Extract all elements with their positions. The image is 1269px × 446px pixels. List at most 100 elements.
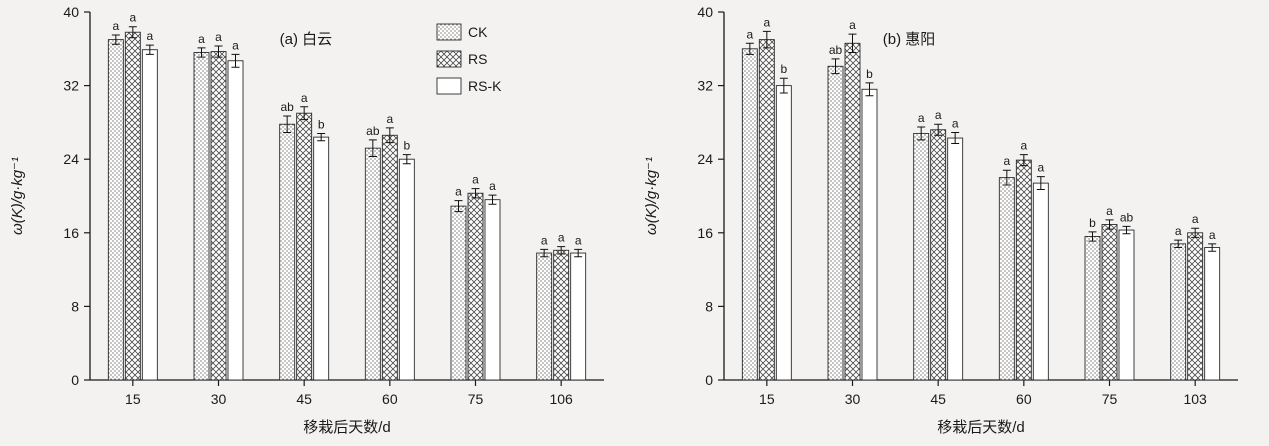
bar-RS-K-75 (484, 199, 501, 381)
y-tick-label: 16 (697, 225, 713, 241)
error-bar (231, 53, 240, 68)
x-tick-label: 15 (125, 391, 141, 407)
sig-letter: a (918, 111, 925, 125)
y-tick-label: 8 (71, 298, 79, 314)
x-tick-label: 75 (1102, 391, 1118, 407)
bar-CK-15 (741, 48, 758, 381)
bar-CK-106 (536, 252, 553, 381)
sig-letter: a (112, 19, 119, 33)
x-tick-label: 60 (382, 391, 398, 407)
error-bar (951, 132, 960, 145)
y-tick-label: 0 (705, 372, 713, 388)
error-bar (1105, 219, 1114, 230)
error-bar (1019, 154, 1028, 167)
panel-a: 0 8 16 24 32 40 15 a a a 30 a a a 45 ab a b 60 ab a b 75 a a a 106… (0, 0, 634, 446)
bar-CK-60 (364, 147, 381, 381)
y-tick-label: 24 (63, 151, 79, 167)
x-tick-label: 60 (1016, 391, 1032, 407)
error-bar (1174, 239, 1183, 249)
sig-letter: a (146, 29, 153, 43)
sig-letter: a (1003, 154, 1010, 168)
error-bar (848, 33, 857, 53)
bar-CK-30 (827, 65, 844, 381)
y-axis-label: ω(K)/g·kg⁻¹ (643, 157, 660, 235)
sig-letter: a (1192, 212, 1199, 226)
sig-letter: a (1209, 228, 1216, 242)
sig-letter: a (1106, 204, 1113, 218)
sig-letter: a (215, 30, 222, 44)
y-tick-label: 0 (71, 372, 79, 388)
bar-RS-75 (1101, 224, 1118, 381)
sig-letter: ab (366, 124, 380, 138)
x-axis-label: 移栽后天数/d (937, 419, 1025, 436)
bar-RS-K-30 (227, 60, 244, 381)
bar-CK-60 (998, 177, 1015, 381)
x-tick-label: 75 (468, 391, 484, 407)
legend-label: CK (468, 24, 488, 40)
sig-letter: a (129, 11, 136, 25)
error-bar (471, 188, 480, 199)
legend-swatch-RS-K (436, 77, 462, 95)
bar-RS-K-15 (775, 85, 792, 381)
error-bar (865, 82, 874, 97)
error-bar (1002, 169, 1011, 186)
sig-letter: a (455, 185, 462, 199)
x-axis-label: 移栽后天数/d (303, 419, 391, 436)
sig-letter: b (1089, 216, 1096, 230)
sig-letter: a (952, 117, 959, 131)
sig-letter: a (541, 233, 548, 247)
bar-RS-15 (758, 39, 775, 381)
y-axis-label: ω(K)/g·kg⁻¹ (9, 157, 26, 235)
error-bar (402, 154, 411, 165)
error-bar (745, 42, 754, 55)
sig-letter: a (489, 179, 496, 193)
bar-RS-K-45 (947, 137, 964, 381)
sig-letter: a (386, 112, 393, 126)
y-tick-label: 24 (697, 151, 713, 167)
sig-letter: a (198, 32, 205, 46)
sig-letter: ab (829, 43, 843, 57)
error-bar (488, 194, 497, 205)
bar-RS-106 (553, 249, 570, 381)
error-bar (540, 248, 549, 258)
sig-letter: a (232, 38, 239, 52)
x-tick-label: 45 (296, 391, 312, 407)
sig-letter: ab (280, 100, 294, 114)
error-bar (1191, 227, 1200, 238)
error-bar (831, 58, 840, 75)
sig-letter: a (1175, 224, 1182, 238)
bar-CK-45 (279, 123, 296, 381)
bar-RS-103 (1187, 232, 1204, 381)
bar-RS-K-103 (1204, 247, 1221, 381)
bar-RS-15 (124, 31, 141, 381)
x-tick-label: 30 (845, 391, 861, 407)
sig-letter: a (472, 173, 479, 187)
error-bar (197, 47, 206, 58)
bar-RS-K-106 (570, 252, 587, 381)
y-tick-label: 40 (63, 4, 79, 20)
error-bar (317, 132, 326, 142)
bar-RS-45 (930, 129, 947, 381)
error-bar (214, 45, 223, 58)
bar-RS-K-30 (861, 88, 878, 381)
sig-letter: a (1037, 161, 1044, 175)
y-tick-label: 40 (697, 4, 713, 20)
legend: CK RS RS-K (436, 23, 502, 95)
error-bar (934, 123, 943, 136)
bar-CK-75 (450, 205, 467, 381)
error-bar (145, 44, 154, 55)
bar-RS-60 (381, 134, 398, 381)
error-bar (454, 200, 463, 213)
bar-RS-K-45 (313, 136, 330, 381)
error-bar (283, 115, 292, 134)
error-bar (368, 139, 377, 157)
bar-CK-30 (193, 52, 210, 381)
error-bar (1208, 243, 1217, 252)
error-bar (557, 246, 566, 255)
bar-CK-75 (1084, 236, 1101, 381)
error-bar (111, 34, 120, 45)
sig-letter: a (849, 18, 856, 32)
sig-letter: b (780, 62, 787, 76)
error-bar (385, 127, 394, 144)
error-bar (574, 248, 583, 258)
